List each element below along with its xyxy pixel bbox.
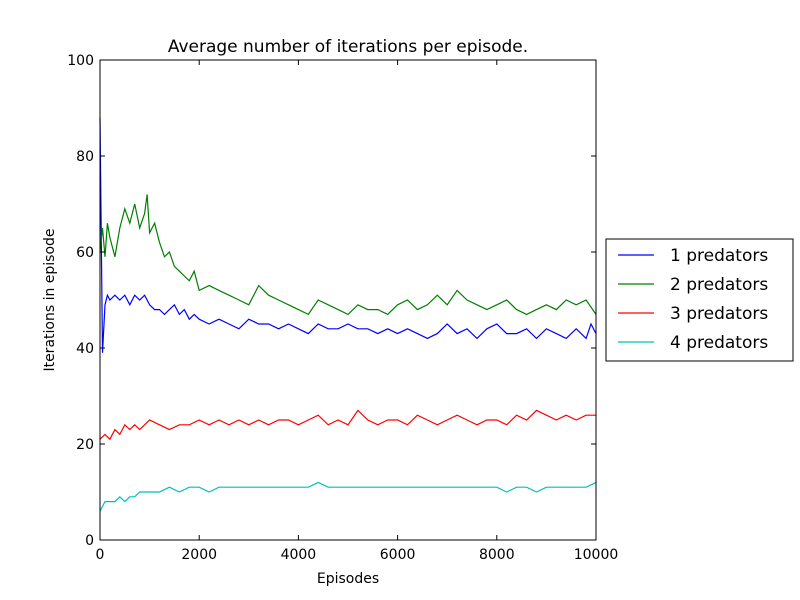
y-tick-label-3: 60 [76,245,94,261]
plot-frame [99,59,597,541]
y-tick-label-2: 40 [76,341,94,357]
legend-items: 1 predators 2 predators 3 predators 4 preda… [618,246,768,353]
series-layer [99,117,597,512]
y-tick-label-5: 100 [67,53,94,69]
y-tick-label-0: 0 [85,533,94,549]
x-tick-label-4: 8000 [479,547,515,563]
x-tick-label-5: 10000 [574,547,619,563]
x-tick-label-1: 2000 [181,547,217,563]
series-line-3 [99,409,596,441]
series-line-2 [99,194,597,316]
x-tick-label-3: 6000 [380,547,416,563]
legend-label-2: 2 predators [670,275,768,295]
legend-label-4: 4 predators [670,333,768,353]
x-tick-label-0: 0 [96,547,105,563]
x-tick-label-2: 4000 [281,547,317,563]
legend: 1 predators 2 predators 3 predators 4 preda… [605,238,794,362]
ticks-layer: 0 2000 4000 6000 8000 10000 0 20 40 60 80 100 [67,53,618,563]
series-line-1 [99,117,597,353]
x-axis-label: Episodes [317,571,379,587]
y-axis-label: Iterations in episode [42,228,58,371]
series-line-4 [99,481,597,512]
legend-label-3: 3 predators [670,304,768,324]
chart-title: Average number of iterations per episode… [168,37,528,57]
legend-label-1: 1 predators [670,246,768,266]
legend-box [605,238,794,362]
y-tick-label-1: 20 [76,437,94,453]
y-tick-label-4: 80 [76,149,94,165]
